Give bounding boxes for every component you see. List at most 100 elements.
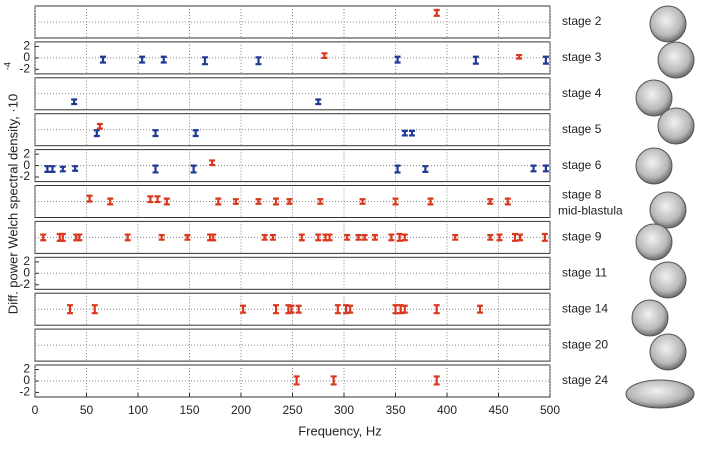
y-tick-label: 0 <box>23 265 30 279</box>
embryo-image <box>649 191 687 229</box>
error-bar-point <box>215 197 222 206</box>
panel-label: stage 8 <box>562 188 602 202</box>
embryo-image <box>631 299 669 337</box>
y-tick-label: 2 <box>23 362 30 376</box>
error-bar-point <box>542 55 549 65</box>
error-bar-point <box>371 234 378 241</box>
error-bar-point <box>504 197 511 206</box>
error-bar-point <box>347 304 354 314</box>
error-bar-point <box>517 233 524 242</box>
y-axis-label-exponent: -4 <box>2 62 12 70</box>
panel-label: stage 14 <box>562 301 608 315</box>
y-tick-label: 2 <box>23 39 30 53</box>
error-bar-point <box>269 234 276 241</box>
error-bar-point <box>261 234 268 241</box>
error-bar-point <box>476 304 483 314</box>
error-bar-point <box>86 194 93 203</box>
error-bar-point <box>355 234 362 241</box>
panel-sublabel: mid-blastula <box>558 204 623 218</box>
x-tick-label: 250 <box>282 403 302 417</box>
embryo-image <box>635 79 673 117</box>
x-tick-label: 450 <box>488 403 508 417</box>
x-tick-label: 350 <box>385 403 405 417</box>
panel-label: stage 24 <box>562 373 608 387</box>
error-bar-point <box>160 55 167 64</box>
error-bar-point <box>59 232 66 242</box>
error-bar-point <box>158 234 165 241</box>
error-bar-point <box>496 233 503 242</box>
error-bar-point <box>71 98 78 106</box>
y-tick-label: 0 <box>23 158 30 172</box>
error-bar-point <box>152 164 159 174</box>
y-tick-label: -2 <box>19 385 30 399</box>
panel-label: stage 5 <box>562 122 602 136</box>
error-bar-point <box>67 304 74 315</box>
x-tick-label: 400 <box>437 403 457 417</box>
error-bar-point <box>394 164 401 174</box>
error-bar-point <box>210 233 217 242</box>
error-bar-point <box>422 165 429 173</box>
y-tick-label: -2 <box>19 62 30 76</box>
error-bar-point <box>93 129 100 138</box>
error-bar-point <box>394 55 401 64</box>
error-bar-point <box>232 198 239 205</box>
error-bar-point <box>542 164 549 173</box>
error-bar-point <box>330 375 337 386</box>
error-bar-point <box>433 304 440 315</box>
error-bar-point <box>124 233 131 242</box>
error-bar-point <box>44 165 51 173</box>
error-bar-point <box>107 197 114 206</box>
embryo-image <box>657 107 695 145</box>
y-tick-label: -2 <box>19 277 30 291</box>
error-bar-point <box>76 233 83 242</box>
error-bar-point <box>91 304 98 315</box>
panel-label: stage 9 <box>562 230 602 244</box>
error-bar-point <box>209 159 216 167</box>
error-bar-point <box>315 98 322 106</box>
error-bar-point <box>334 304 341 315</box>
error-bar-point <box>99 55 106 64</box>
y-tick-label: -2 <box>19 169 30 183</box>
error-bar-point <box>344 234 351 241</box>
embryo-image <box>649 5 687 43</box>
error-bar-point <box>72 165 79 172</box>
panel-label: stage 4 <box>562 86 602 100</box>
error-bar-point <box>293 375 300 386</box>
error-bar-point <box>408 129 415 137</box>
error-bar-point <box>401 233 408 242</box>
embryo-image <box>649 333 687 371</box>
panel-label: stage 3 <box>562 50 602 64</box>
y-axis-label: Diff. power Welch spectral density, ·10 <box>5 94 20 314</box>
error-bar-point <box>152 129 159 138</box>
error-bar-point <box>427 197 434 206</box>
error-bar-point <box>201 56 208 66</box>
error-bar-point <box>147 195 154 204</box>
embryo-image <box>625 379 695 409</box>
error-bar-point <box>192 129 199 138</box>
error-bar-point <box>433 375 440 386</box>
error-bar-point <box>184 234 191 241</box>
embryo-image <box>657 41 695 79</box>
x-tick-label: 150 <box>179 403 199 417</box>
error-bar-point <box>487 198 494 205</box>
x-tick-label: 50 <box>80 403 94 417</box>
error-bar-point <box>321 52 328 59</box>
embryo-image <box>649 261 687 299</box>
error-bar-point <box>255 56 262 66</box>
panel-label: stage 2 <box>562 14 602 28</box>
error-bar-point <box>163 197 170 206</box>
error-bar-point <box>154 195 161 204</box>
error-bar-point <box>392 197 399 206</box>
error-bar-point <box>317 198 324 205</box>
embryo-image <box>635 223 673 261</box>
error-bar-point <box>288 304 295 314</box>
error-bar-point <box>359 198 366 205</box>
error-bar-point <box>472 55 479 65</box>
embryo-image <box>635 147 673 185</box>
error-bar-point <box>315 233 322 242</box>
error-bar-point <box>298 233 305 242</box>
error-bar-point <box>361 234 368 241</box>
x-tick-label: 300 <box>334 403 354 417</box>
x-tick-label: 200 <box>231 403 251 417</box>
y-tick-label: 2 <box>23 146 30 160</box>
